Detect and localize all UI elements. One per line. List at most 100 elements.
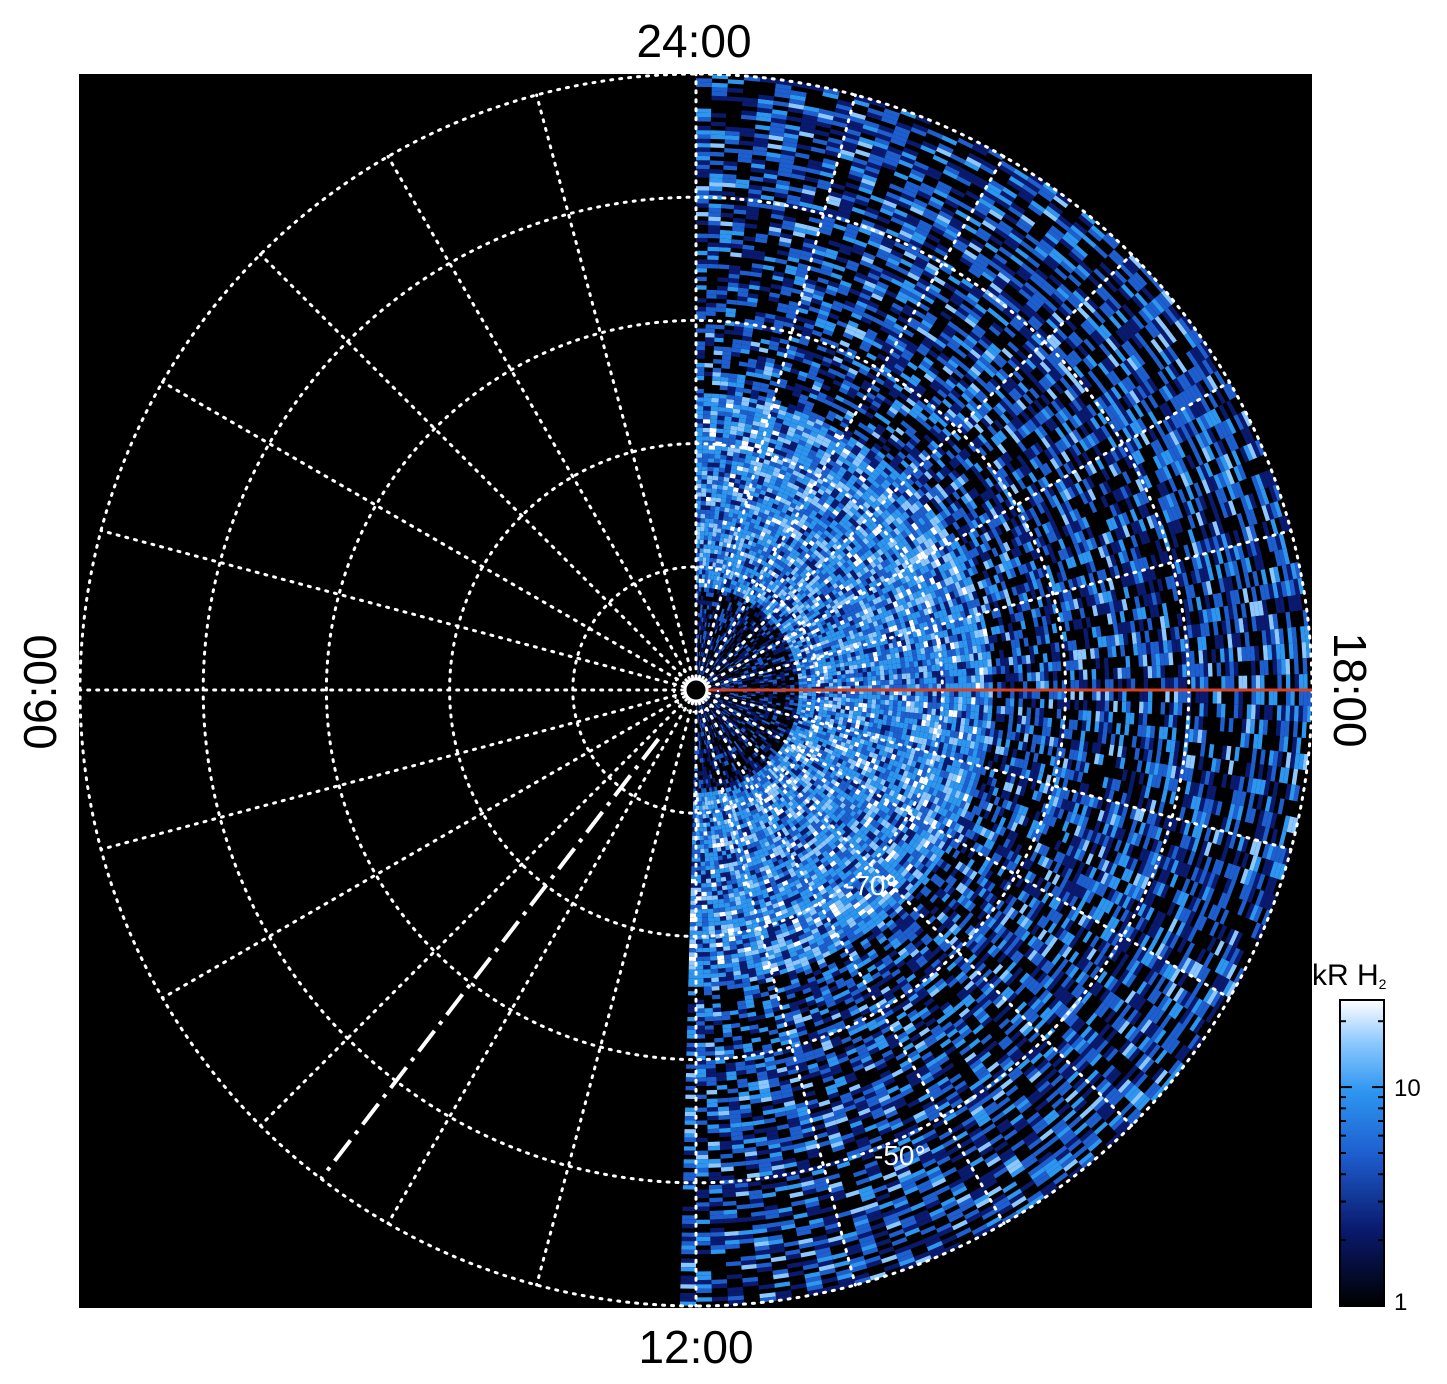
emission-pixel bbox=[726, 399, 735, 405]
emission-pixel bbox=[708, 570, 712, 576]
emission-pixel bbox=[725, 547, 731, 553]
emission-pixel bbox=[720, 381, 729, 387]
emission-pixel bbox=[799, 299, 811, 307]
emission-pixel bbox=[720, 502, 726, 508]
emission-pixel bbox=[696, 449, 703, 454]
emission-pixel bbox=[746, 516, 752, 523]
emission-pixel bbox=[712, 367, 722, 373]
emission-pixel bbox=[719, 238, 732, 244]
emission-pixel bbox=[810, 297, 823, 306]
emission-pixel bbox=[696, 651, 698, 657]
emission-pixel bbox=[717, 484, 723, 490]
emission-pixel bbox=[698, 660, 700, 665]
emission-pixel bbox=[771, 209, 785, 216]
emission-pixel bbox=[750, 393, 759, 400]
emission-pixel bbox=[851, 161, 867, 170]
emission-pixel bbox=[699, 669, 701, 674]
emission-pixel bbox=[814, 285, 827, 293]
emission-pixel bbox=[829, 128, 846, 137]
emission-pixel bbox=[715, 501, 721, 507]
emission-pixel bbox=[700, 634, 702, 640]
emission-pixel bbox=[825, 145, 841, 154]
emission-pixel bbox=[784, 317, 796, 325]
emission-pixel bbox=[706, 605, 710, 610]
emission-pixel bbox=[756, 359, 766, 366]
emission-pixel bbox=[715, 437, 723, 442]
emission-pixel bbox=[700, 526, 705, 532]
emission-pixel bbox=[725, 529, 730, 535]
emission-pixel bbox=[732, 217, 746, 224]
emission-pixel bbox=[790, 368, 800, 375]
emission-pixel bbox=[730, 243, 743, 249]
emission-pixel bbox=[704, 522, 710, 528]
emission-pixel bbox=[709, 423, 717, 429]
emission-pixel bbox=[706, 587, 710, 593]
emission-pixel bbox=[699, 621, 702, 627]
emission-pixel bbox=[757, 355, 767, 362]
emission-pixel bbox=[778, 162, 794, 170]
emission-pixel bbox=[746, 499, 753, 505]
emission-pixel bbox=[713, 462, 720, 468]
emission-pixel bbox=[728, 377, 737, 383]
emission-pixel bbox=[755, 124, 771, 131]
emission-pixel bbox=[808, 306, 820, 314]
emission-pixel bbox=[786, 115, 802, 123]
emission-pixel bbox=[739, 127, 755, 134]
emission-pixel bbox=[811, 204, 826, 212]
emission-pixel bbox=[700, 509, 706, 515]
emission-pixel bbox=[727, 282, 739, 288]
emission-pixel bbox=[776, 306, 788, 314]
emission-pixel bbox=[853, 99, 870, 108]
emission-pixel bbox=[700, 595, 704, 601]
emission-pixel bbox=[747, 441, 756, 448]
emission-pixel bbox=[699, 660, 701, 666]
emission-pixel bbox=[786, 349, 797, 356]
emission-pixel bbox=[711, 614, 714, 620]
emission-pixel bbox=[702, 608, 705, 614]
emission-pixel bbox=[712, 471, 719, 477]
emission-pixel bbox=[824, 149, 840, 158]
emission-pixel bbox=[725, 312, 736, 318]
emission-pixel bbox=[833, 112, 850, 120]
emission-pixel bbox=[706, 553, 711, 558]
emission-pixel bbox=[846, 124, 863, 133]
emission-pixel bbox=[696, 220, 709, 226]
emission-pixel bbox=[741, 533, 747, 539]
emission-pixel bbox=[747, 406, 756, 413]
emission-pixel bbox=[710, 143, 725, 148]
emission-pixel bbox=[722, 178, 737, 184]
emission-pixel bbox=[701, 617, 704, 622]
emission-pixel bbox=[807, 159, 823, 167]
emission-pixel bbox=[793, 279, 806, 287]
emission-pixel bbox=[705, 505, 711, 511]
emission-pixel bbox=[696, 311, 706, 316]
emission-pixel bbox=[710, 575, 715, 580]
emission-pixel bbox=[696, 108, 712, 113]
emission-pixel bbox=[740, 348, 750, 355]
emission-pixel bbox=[697, 669, 699, 674]
emission-pixel bbox=[723, 424, 731, 430]
emission-pixel bbox=[728, 277, 740, 284]
emission-pixel bbox=[700, 600, 704, 605]
emission-pixel bbox=[730, 499, 737, 505]
emission-pixel bbox=[768, 296, 780, 303]
emission-pixel bbox=[717, 277, 729, 283]
emission-pixel bbox=[744, 521, 751, 527]
emission-pixel bbox=[700, 639, 703, 644]
emission-pixel bbox=[847, 173, 863, 183]
emission-pixel bbox=[717, 285, 728, 291]
emission-pixel bbox=[716, 424, 724, 429]
emission-pixel bbox=[745, 371, 755, 377]
emission-pixel bbox=[720, 221, 733, 227]
emission-pixel bbox=[699, 544, 704, 549]
emission-pixel bbox=[837, 206, 852, 215]
emission-pixel bbox=[717, 523, 723, 529]
emission-pixel bbox=[798, 339, 810, 347]
emission-pixel bbox=[746, 450, 754, 456]
emission-pixel bbox=[696, 388, 704, 394]
emission-pixel bbox=[741, 248, 754, 255]
emission-pixel bbox=[719, 576, 723, 582]
emission-pixel bbox=[705, 501, 711, 506]
emission-pixel bbox=[788, 252, 801, 259]
emission-pixel bbox=[783, 321, 795, 329]
